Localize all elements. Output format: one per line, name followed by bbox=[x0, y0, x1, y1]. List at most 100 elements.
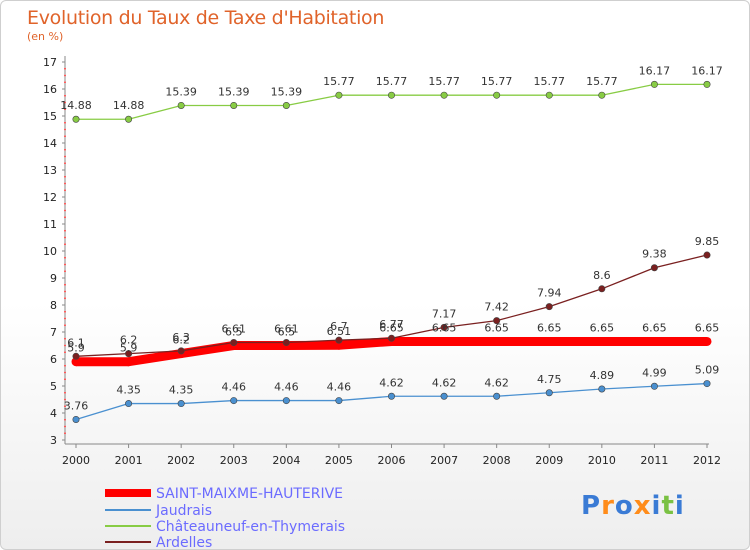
y-minor-dot bbox=[64, 128, 66, 131]
legend-entry: Châteauneuf-en-Thymerais bbox=[156, 519, 345, 535]
data-point bbox=[230, 101, 238, 109]
data-point bbox=[650, 264, 658, 272]
data-point bbox=[597, 336, 607, 346]
data-point bbox=[125, 115, 133, 123]
x-tick-label: 2005 bbox=[325, 454, 353, 467]
y-minor-dot bbox=[64, 344, 66, 347]
data-label: 4.46 bbox=[327, 381, 352, 394]
data-label: 4.62 bbox=[379, 376, 404, 389]
data-label: 4.35 bbox=[169, 384, 194, 397]
data-point bbox=[598, 91, 606, 99]
data-label: 5.09 bbox=[695, 364, 720, 377]
data-point bbox=[387, 392, 395, 400]
y-minor-dot bbox=[64, 209, 66, 212]
data-label: 6.65 bbox=[379, 321, 404, 334]
data-point bbox=[439, 336, 449, 346]
data-point bbox=[650, 80, 658, 88]
x-tick-label: 2002 bbox=[167, 454, 195, 467]
data-label: 4.75 bbox=[537, 373, 562, 386]
y-minor-dot bbox=[64, 405, 66, 408]
data-label: 7.17 bbox=[432, 307, 457, 320]
data-point bbox=[492, 336, 502, 346]
x-tick-label: 2000 bbox=[62, 454, 90, 467]
y-minor-dot bbox=[64, 162, 66, 165]
data-point bbox=[71, 357, 81, 367]
proxiti-logo: Proxiti bbox=[581, 491, 685, 521]
data-point bbox=[387, 334, 395, 342]
y-minor-dot bbox=[64, 324, 66, 327]
x-tick-label: 2010 bbox=[588, 454, 616, 467]
legend-entry: Jaudrais bbox=[155, 503, 212, 519]
data-label: 6.77 bbox=[379, 318, 404, 331]
data-label: 6.65 bbox=[432, 321, 457, 334]
logo-letter: i bbox=[674, 491, 685, 521]
data-label: 4.46 bbox=[222, 381, 247, 394]
y-minor-dot bbox=[64, 148, 66, 151]
data-point bbox=[177, 400, 185, 408]
x-tick-label: 2004 bbox=[272, 454, 300, 467]
x-tick-label: 2009 bbox=[535, 454, 563, 467]
data-point bbox=[335, 336, 343, 344]
y-minor-dot bbox=[64, 236, 66, 239]
data-label: 16.17 bbox=[639, 64, 671, 77]
y-minor-dot bbox=[64, 256, 66, 259]
x-tick-label: 2003 bbox=[220, 454, 248, 467]
y-minor-dot bbox=[64, 229, 66, 232]
data-label: 15.77 bbox=[586, 75, 618, 88]
y-minor-dot bbox=[64, 189, 66, 192]
data-point bbox=[649, 336, 659, 346]
data-label: 15.77 bbox=[323, 75, 355, 88]
data-label: 6.51 bbox=[327, 325, 352, 338]
x-tick-label: 2012 bbox=[693, 454, 721, 467]
data-label: 4.62 bbox=[484, 376, 509, 389]
data-label: 15.77 bbox=[534, 75, 566, 88]
data-point bbox=[230, 339, 238, 347]
y-minor-dot bbox=[64, 283, 66, 286]
data-point bbox=[703, 380, 711, 388]
data-label: 9.38 bbox=[642, 248, 667, 261]
data-label: 16.17 bbox=[691, 64, 723, 77]
data-label: 4.62 bbox=[432, 376, 457, 389]
y-tick-label: 6 bbox=[50, 353, 57, 366]
y-tick-label: 7 bbox=[50, 326, 57, 339]
data-point bbox=[72, 415, 80, 423]
data-point bbox=[544, 336, 554, 346]
data-label: 7.94 bbox=[537, 287, 562, 300]
data-point bbox=[598, 285, 606, 293]
data-point bbox=[703, 80, 711, 88]
data-label: 6.1 bbox=[67, 336, 85, 349]
y-minor-dot bbox=[64, 398, 66, 401]
x-tick-label: 2007 bbox=[430, 454, 458, 467]
data-label: 6.65 bbox=[484, 321, 509, 334]
y-minor-dot bbox=[64, 270, 66, 273]
y-minor-dot bbox=[64, 101, 66, 104]
logo-letter: o bbox=[614, 491, 634, 521]
y-tick-label: 14 bbox=[43, 137, 57, 150]
data-point bbox=[335, 397, 343, 405]
data-label: 8.6 bbox=[593, 269, 611, 282]
data-label: 6.2 bbox=[120, 334, 138, 347]
data-point bbox=[125, 350, 133, 358]
data-point bbox=[282, 101, 290, 109]
y-minor-dot bbox=[64, 135, 66, 138]
y-minor-dot bbox=[64, 121, 66, 124]
y-minor-dot bbox=[64, 182, 66, 185]
y-tick-label: 12 bbox=[43, 191, 57, 204]
data-point bbox=[387, 91, 395, 99]
x-tick-label: 2008 bbox=[483, 454, 511, 467]
data-point bbox=[493, 317, 501, 325]
y-minor-dot bbox=[64, 337, 66, 340]
data-point bbox=[440, 323, 448, 331]
data-label: 4.35 bbox=[116, 384, 141, 397]
legend-entry: SAINT-MAIXME-HAUTERIVE bbox=[156, 486, 343, 502]
data-point bbox=[282, 339, 290, 347]
y-minor-dot bbox=[64, 418, 66, 421]
data-label: 4.89 bbox=[590, 369, 615, 382]
data-label: 6.65 bbox=[642, 321, 667, 334]
data-label: 6.2 bbox=[172, 334, 190, 347]
y-tick-label: 4 bbox=[50, 407, 57, 420]
data-point bbox=[125, 400, 133, 408]
data-label: 6.65 bbox=[590, 321, 615, 334]
y-tick-label: 8 bbox=[50, 299, 57, 312]
